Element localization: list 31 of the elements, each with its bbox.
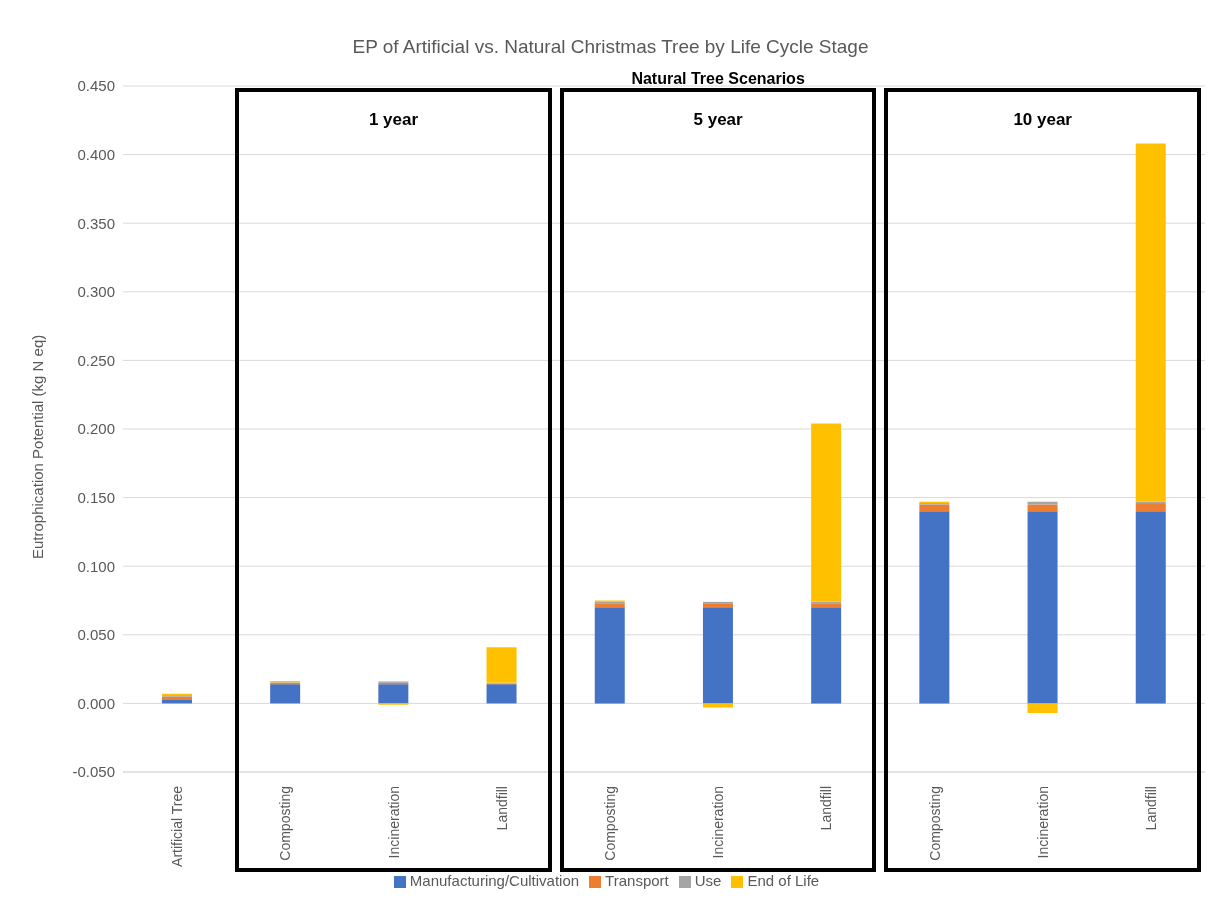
y-tick-label: 0.150 xyxy=(77,488,115,506)
annotation: 1 year xyxy=(367,110,420,130)
legend-label: Manufacturing/Cultivation xyxy=(409,872,580,889)
annotation: Natural Tree Scenarios xyxy=(630,70,806,88)
y-tick-label: 0.300 xyxy=(77,283,115,301)
legend-label: End of Life xyxy=(747,872,820,889)
x-tick-label: Incineration xyxy=(385,786,402,859)
y-tick-label: 0.100 xyxy=(77,557,115,575)
x-tick-label: Composting xyxy=(277,786,294,861)
x-tick-label: Artificial Tree xyxy=(169,785,186,867)
annotation: 10 year xyxy=(1012,110,1073,130)
y-tick-label: -0.050 xyxy=(72,763,115,781)
y-axis-title: Eutrophication Potential (kg N eq) xyxy=(29,334,47,559)
y-tick-label: 0.350 xyxy=(77,214,115,232)
chart-title: EP of Artificial vs. Natural Christmas Tree by Life Cycle Stage xyxy=(351,36,870,58)
y-tick-label: 0.400 xyxy=(77,145,115,163)
x-tick-label: Landfill xyxy=(1142,786,1159,831)
y-tick-label: 0.000 xyxy=(77,694,115,712)
y-tick-label: 0.450 xyxy=(77,77,115,95)
annotation: 5 year xyxy=(692,110,744,130)
x-tick-label: Landfill xyxy=(818,786,835,831)
x-tick-label: Landfill xyxy=(493,786,510,831)
x-tick-label: Incineration xyxy=(1034,786,1051,859)
y-tick-label: 0.250 xyxy=(77,351,115,369)
x-tick-label: Incineration xyxy=(710,786,727,859)
y-tick-label: 0.200 xyxy=(77,420,115,438)
x-tick-label: Composting xyxy=(926,786,943,861)
y-tick-label: 0.050 xyxy=(77,626,115,644)
x-tick-label: Composting xyxy=(601,786,618,861)
legend-label: Transport xyxy=(605,872,669,889)
legend-label: Use xyxy=(694,872,722,889)
